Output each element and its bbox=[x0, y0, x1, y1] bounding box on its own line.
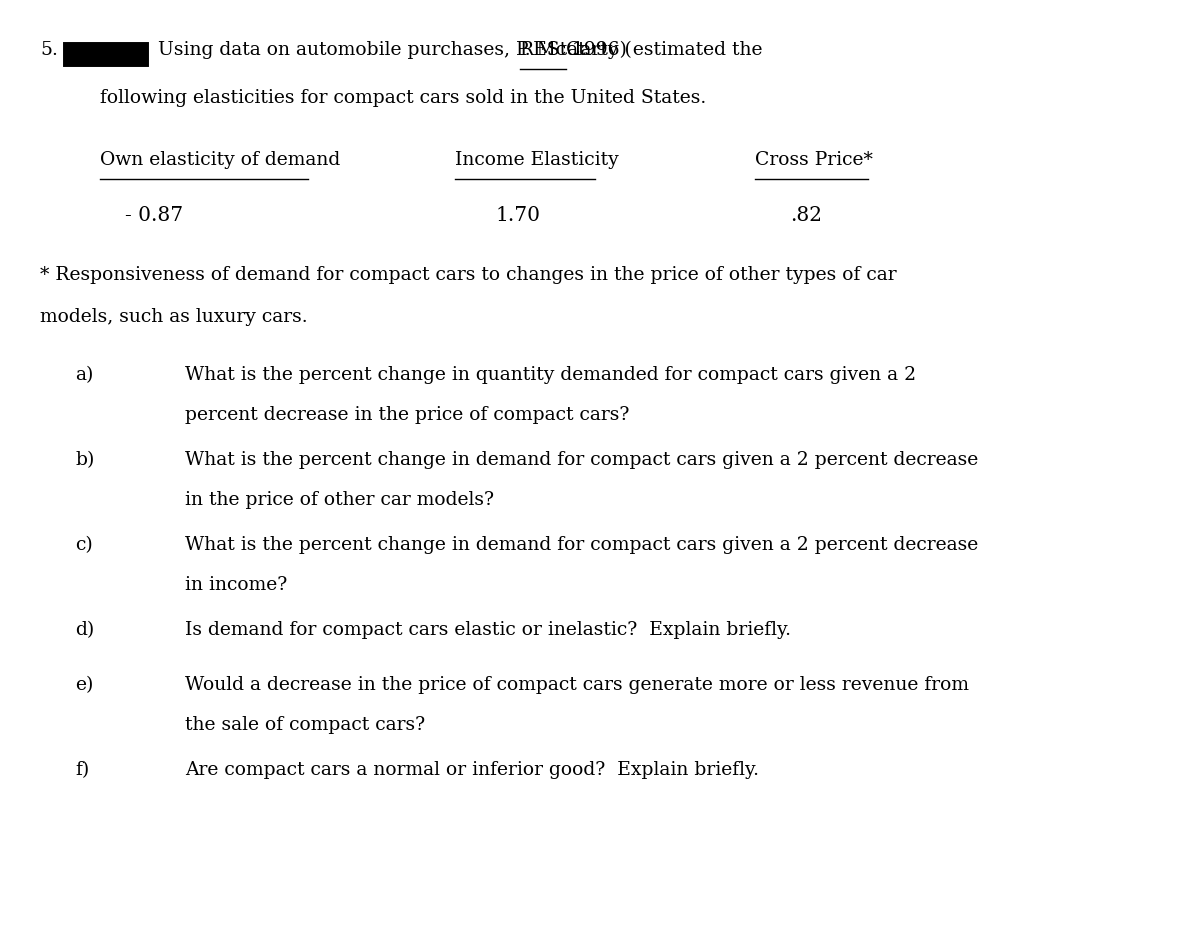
Text: in income?: in income? bbox=[185, 576, 287, 594]
Text: Own elasticity of demand: Own elasticity of demand bbox=[100, 151, 341, 169]
Text: 5.: 5. bbox=[40, 41, 58, 59]
Text: What is the percent change in demand for compact cars given a 2 percent decrease: What is the percent change in demand for… bbox=[185, 536, 978, 554]
Text: Is demand for compact cars elastic or inelastic?  Explain briefly.: Is demand for compact cars elastic or in… bbox=[185, 621, 791, 639]
Text: in the price of other car models?: in the price of other car models? bbox=[185, 491, 494, 509]
Text: 1996) estimated the: 1996) estimated the bbox=[565, 41, 762, 59]
Text: d): d) bbox=[74, 621, 95, 639]
Text: .82: .82 bbox=[790, 206, 822, 225]
Text: Income Elasticity: Income Elasticity bbox=[455, 151, 619, 169]
Text: Are compact cars a normal or inferior good?  Explain briefly.: Are compact cars a normal or inferior go… bbox=[185, 761, 760, 779]
Text: Would a decrease in the price of compact cars generate more or less revenue from: Would a decrease in the price of compact… bbox=[185, 676, 970, 694]
Text: c): c) bbox=[74, 536, 92, 554]
Text: a): a) bbox=[74, 366, 94, 384]
Text: Using data on automobile purchases, P. McCarty (: Using data on automobile purchases, P. M… bbox=[158, 41, 632, 59]
Text: - 0.87: - 0.87 bbox=[125, 206, 184, 225]
Text: following elasticities for compact cars sold in the United States.: following elasticities for compact cars … bbox=[100, 89, 707, 107]
Text: the sale of compact cars?: the sale of compact cars? bbox=[185, 716, 425, 734]
Text: models, such as luxury cars.: models, such as luxury cars. bbox=[40, 308, 307, 326]
Text: What is the percent change in quantity demanded for compact cars given a 2: What is the percent change in quantity d… bbox=[185, 366, 916, 384]
Text: e): e) bbox=[74, 676, 94, 694]
Text: f): f) bbox=[74, 761, 89, 779]
Text: REStat: REStat bbox=[521, 41, 587, 59]
Text: Cross Price*: Cross Price* bbox=[755, 151, 872, 169]
Text: percent decrease in the price of compact cars?: percent decrease in the price of compact… bbox=[185, 406, 629, 424]
Text: * Responsiveness of demand for compact cars to changes in the price of other typ: * Responsiveness of demand for compact c… bbox=[40, 266, 896, 284]
Text: b): b) bbox=[74, 451, 95, 469]
Text: What is the percent change in demand for compact cars given a 2 percent decrease: What is the percent change in demand for… bbox=[185, 451, 978, 469]
Text: 1.70: 1.70 bbox=[496, 206, 540, 225]
